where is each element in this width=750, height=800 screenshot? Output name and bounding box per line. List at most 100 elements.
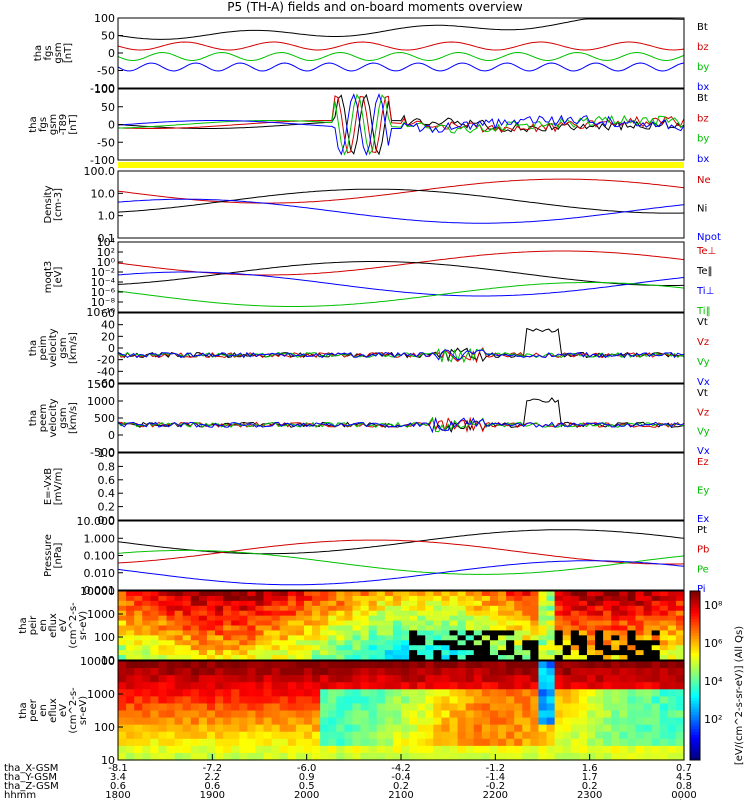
spectrogram-cell — [489, 640, 499, 646]
spectrogram-cell — [392, 605, 402, 612]
spectrogram-cell — [401, 620, 410, 627]
spectrogram-cell — [570, 696, 580, 705]
spectrogram-cell — [465, 615, 475, 622]
spectrogram-cell — [635, 595, 645, 602]
spectrogram-cell — [667, 630, 677, 636]
y-tick-label: 40 — [101, 319, 115, 332]
panel-frame — [117, 312, 685, 384]
spectrogram-cell — [150, 615, 160, 622]
spectrogram-cell — [595, 724, 604, 733]
spectrogram-cell — [457, 615, 467, 622]
spectrogram-cell — [320, 615, 329, 622]
spectrogram-cell — [481, 696, 491, 705]
y-tick-label: 0.8 — [98, 460, 116, 473]
spectrogram-cell — [643, 661, 653, 669]
y-tick-label: 500 — [94, 412, 115, 425]
spectrogram-cell — [118, 615, 127, 622]
spectrogram-cell — [578, 615, 588, 622]
spectrogram-cell — [627, 703, 637, 712]
colorbar-cell — [690, 652, 700, 657]
spectrogram-cell — [675, 620, 685, 627]
spectrogram-cell — [255, 661, 265, 669]
spectrogram-cell — [392, 731, 402, 740]
spectrogram-cell — [643, 595, 653, 602]
spectrogram-cell — [562, 703, 572, 712]
spectrogram-cell — [603, 645, 612, 651]
spectrogram-cell — [498, 650, 507, 656]
spectrogram-cell — [190, 630, 200, 636]
spectrogram-cell — [263, 635, 273, 641]
colorbar-cell — [690, 619, 700, 623]
spectrogram-cell — [611, 661, 620, 669]
spectrogram-cell — [247, 620, 257, 627]
spectrogram-cell — [198, 620, 208, 627]
spectrogram-cell — [150, 710, 160, 719]
spectrogram-cell — [619, 615, 628, 622]
spectrogram-cell — [611, 655, 620, 661]
spectrogram-cell — [223, 703, 232, 712]
spectrogram-cell — [643, 710, 653, 719]
spectrogram-cell — [425, 655, 434, 661]
spectrogram-cell — [643, 682, 653, 690]
spectrogram-cell — [328, 620, 337, 627]
spectrogram-cell — [166, 682, 176, 690]
spectrogram-cell — [675, 635, 685, 641]
spectrogram-cell — [457, 724, 467, 733]
spectrogram-cell — [142, 738, 151, 747]
y-axis-label: gsm — [48, 114, 59, 135]
spectrogram-cell — [223, 682, 232, 690]
spectrogram-cell — [578, 595, 588, 602]
spectrogram-cell — [134, 675, 143, 683]
spectrogram-cell — [150, 635, 160, 641]
spectrogram-cell — [271, 724, 281, 733]
spectrogram-cell — [206, 689, 216, 697]
spectrogram-cell — [376, 661, 386, 669]
spectrogram-cell — [360, 682, 370, 690]
spectrogram-cell — [239, 610, 248, 617]
spectrogram-cell — [239, 689, 248, 697]
spectrogram-cell — [538, 752, 548, 761]
spectrogram-cell — [223, 610, 232, 617]
spectrogram-cell — [489, 655, 499, 661]
spectrogram-cell — [134, 640, 143, 646]
spectrogram-cell — [667, 724, 677, 733]
spectrogram-cell — [312, 738, 321, 747]
spectrogram-cell — [554, 710, 564, 719]
spectrogram-cell — [295, 675, 305, 683]
spectrogram-cell — [279, 661, 289, 669]
spectrogram-cell — [190, 610, 200, 617]
spectrogram-cell — [514, 731, 523, 740]
spectrogram-cell — [675, 630, 685, 636]
spectrogram-cell — [441, 630, 451, 636]
spectrogram-cell — [182, 668, 192, 676]
spectrogram-cell — [384, 738, 394, 747]
spectrogram-cell — [344, 682, 354, 690]
spectrogram-cell — [578, 640, 588, 646]
spectrogram-cell — [506, 710, 515, 719]
spectrogram-cell — [263, 625, 273, 632]
colorbar-cell — [690, 613, 700, 617]
spectrogram-cell — [360, 745, 370, 754]
spectrogram-cell — [271, 640, 281, 646]
spectrogram-cell — [514, 752, 523, 761]
spectrogram-cell — [473, 610, 483, 617]
spectrogram-cell — [392, 655, 402, 661]
spectrogram-cell — [295, 682, 305, 690]
spectrogram-cell — [425, 600, 434, 607]
spectrogram-cell — [376, 738, 386, 747]
spectrogram-cell — [142, 600, 151, 607]
spectrogram-cell — [595, 752, 604, 761]
spectrogram-cell — [586, 630, 596, 636]
legend-Vx: Vx — [697, 446, 710, 457]
x-tick-label: -6.0 — [297, 763, 317, 774]
spectrogram-cell — [174, 630, 184, 636]
spectrogram-cell — [190, 745, 200, 754]
spectrogram-cell — [320, 731, 329, 740]
spectrogram-cell — [457, 682, 467, 690]
spectrogram-cell — [271, 689, 281, 697]
series-line-Te⊥ — [117, 250, 685, 276]
spectrogram-cell — [198, 610, 208, 617]
spectrogram-cell — [522, 668, 531, 676]
spectrogram-cell — [182, 600, 192, 607]
spectrogram-cell — [659, 645, 669, 651]
